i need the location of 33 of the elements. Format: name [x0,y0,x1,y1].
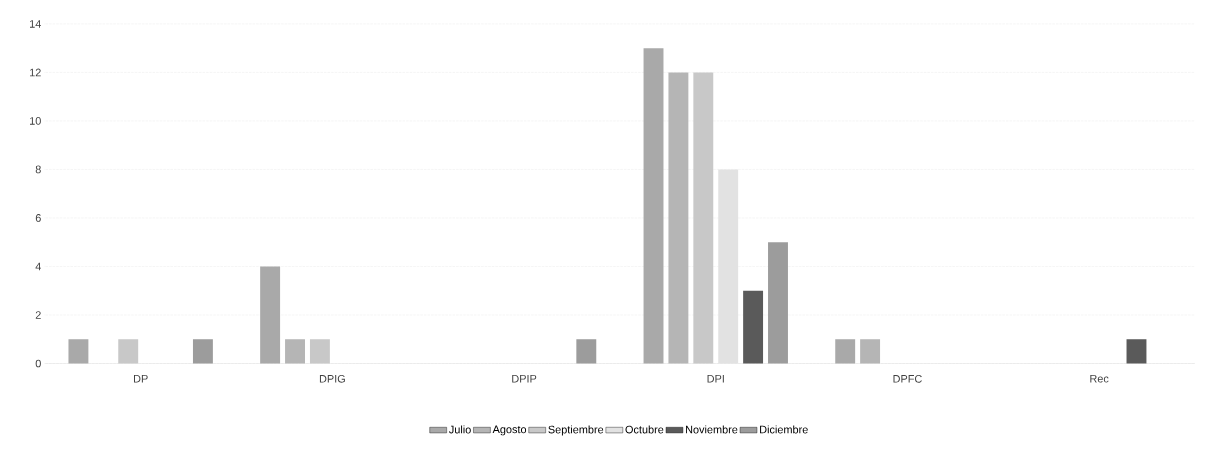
y-tick-label: 12 [30,68,41,77]
y-tick-label: 0 [35,359,41,368]
y-tick-label: 2 [35,311,41,319]
x-tick-label: DPIP [512,374,537,383]
legend-label: Noviembre [686,425,738,434]
legend-label: Diciembre [760,425,808,434]
y-tick-label: 10 [30,117,41,125]
bar [643,48,664,364]
y-tick-label: 4 [35,262,41,271]
bar [285,339,305,364]
bar [768,242,788,364]
x-tick-label: DP [133,374,148,383]
x-tick-label: DPI [707,374,724,383]
bar [576,339,597,364]
bar [743,290,764,364]
legend-label: Septiembre [548,425,604,436]
bar [192,339,213,364]
bar [309,339,330,364]
bar [68,339,89,364]
y-tick-label: 8 [35,165,41,174]
legend-label: Agosto [492,425,527,436]
x-tick-label: Rec [1090,374,1109,383]
y-tick-label: 14 [30,20,41,28]
x-tick-label: DPIG [319,374,345,383]
legend-label: Octubre [625,425,664,434]
bar [1126,339,1147,364]
bar [118,339,139,364]
bar [860,339,881,364]
legend-label: Julio [449,425,471,434]
bar [835,339,856,364]
bar [260,266,281,364]
y-tick-label: 6 [35,214,41,222]
x-tick-label: DPFC [893,374,922,383]
